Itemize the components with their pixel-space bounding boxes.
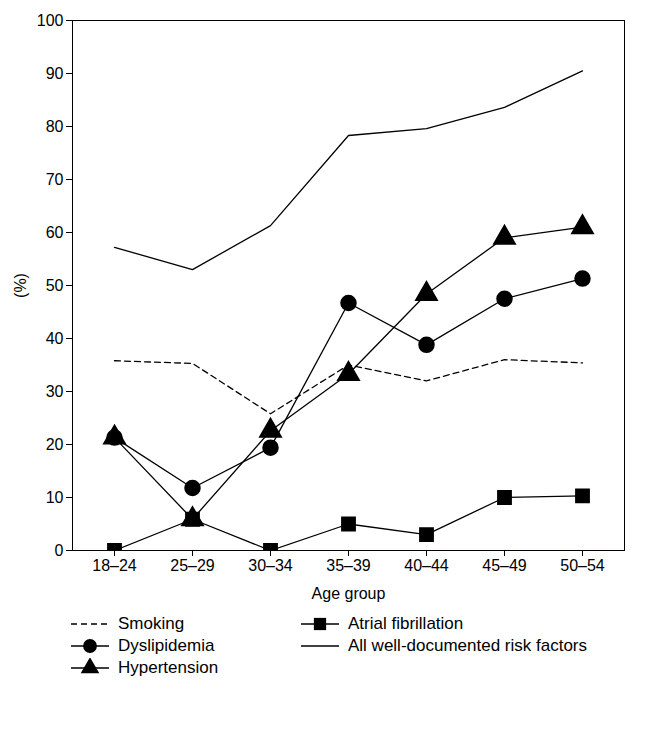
svg-text:(%): (%) [12,273,29,298]
html-text:Dyslipidemia: Dyslipidemia [118,636,215,655]
svg-text:45–49: 45–49 [482,557,527,574]
svg-text:100: 100 [37,12,64,29]
svg-text:80: 80 [46,118,64,135]
svg-text:35–39: 35–39 [326,557,371,574]
svg-text:20: 20 [46,436,64,453]
svg-text:90: 90 [46,65,64,82]
svg-text:60: 60 [46,224,64,241]
html-text:Hypertension: Hypertension [118,658,219,677]
html-text:Atrial fibrillation: Atrial fibrillation [348,614,464,633]
svg-text:30–34: 30–34 [248,557,293,574]
svg-text:0: 0 [55,542,64,559]
svg-text:18–24: 18–24 [92,557,137,574]
svg-text:50: 50 [46,277,64,294]
svg-text:40–44: 40–44 [404,557,449,574]
svg-text:70: 70 [46,171,64,188]
svg-text:Age group: Age group [312,585,386,602]
svg-text:25–29: 25–29 [170,557,215,574]
svg-text:30: 30 [46,383,64,400]
html-text:All well-documented risk facto: All well-documented risk factors [348,636,587,655]
svg-text:10: 10 [46,489,64,506]
svg-text:40: 40 [46,330,64,347]
html-text:Smoking: Smoking [118,614,185,633]
svg-text:50–54: 50–54 [560,557,605,574]
